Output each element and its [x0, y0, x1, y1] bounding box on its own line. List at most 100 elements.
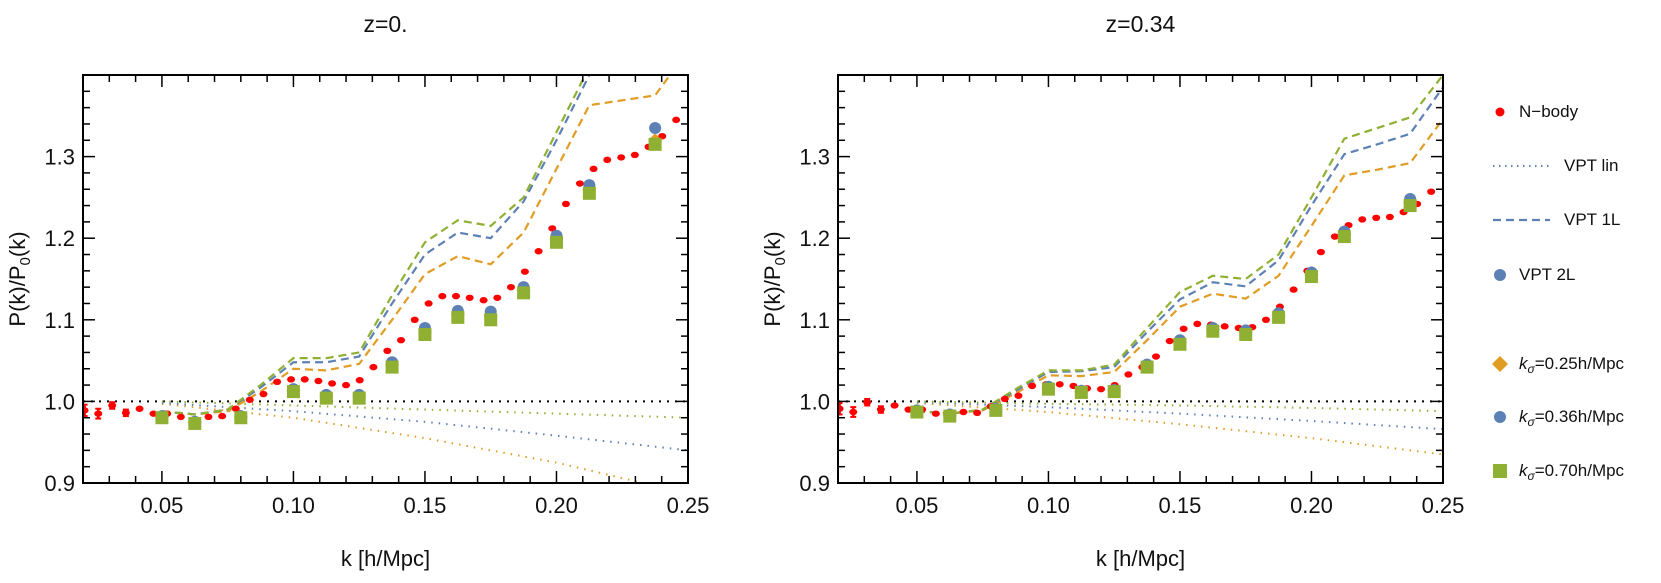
nbody-point	[479, 297, 488, 304]
chart-title: z=0.	[363, 11, 407, 37]
legend-label: kσ=0.36h/Mpc	[1519, 407, 1624, 429]
nbody-point	[83, 407, 89, 414]
y-tick-label: 1.2	[44, 226, 75, 251]
legend-label-value: =0.25h/Mpc	[1534, 354, 1625, 373]
legend-item-ksigma-070: kσ=0.70h/Mpc	[1488, 456, 1661, 486]
vpt-2l-ks070-point	[319, 391, 333, 405]
nbody-point	[273, 378, 282, 386]
legend-label-value: =0.70h/Mpc	[1534, 461, 1625, 480]
vpt-2l-ks070-point	[1041, 382, 1055, 396]
nbody-point	[672, 116, 681, 124]
legend-label-value: =0.36h/Mpc	[1534, 407, 1625, 426]
nbody-point	[218, 412, 227, 420]
x-tick-label: 0.05	[140, 493, 183, 518]
y-axis-label: P(k)/P0(k)	[760, 231, 789, 326]
nbody-point	[1220, 323, 1229, 330]
nbody-point	[890, 402, 899, 409]
nbody-point	[617, 154, 626, 161]
nbody-point	[121, 409, 130, 417]
legend-label: VPT 1L	[1564, 210, 1621, 229]
nbody-point	[838, 405, 844, 412]
vpt-1l-ks036-line	[161, 75, 591, 416]
vpt-1l-ks070-line	[916, 75, 1443, 415]
x-tick-label: 0.05	[895, 493, 938, 518]
blue-circle-icon	[1494, 411, 1506, 423]
nbody-point	[355, 376, 364, 384]
nbody-point	[287, 376, 296, 383]
vpt-2l-ks070-point	[1304, 270, 1318, 284]
nbody-point	[863, 399, 872, 406]
legend-label: VPT 2L	[1519, 265, 1576, 284]
nbody-point	[1427, 188, 1436, 195]
nbody-point	[451, 292, 460, 300]
vpt-2l-ks070-point	[234, 411, 248, 425]
vpt-lin-ks036-line	[161, 402, 688, 452]
x-tick-label: 0.15	[404, 493, 447, 518]
nbody-point	[520, 268, 529, 275]
nbody-point	[1330, 233, 1339, 240]
x-tick-label: 0.20	[1290, 493, 1333, 518]
nbody-point	[561, 200, 570, 208]
x-tick-label: 0.25	[667, 493, 710, 518]
vpt-2l-ks070-point	[1206, 324, 1220, 338]
legend-label: N−body	[1519, 102, 1579, 121]
x-tick-label: 0.10	[272, 493, 315, 518]
nbody-point	[342, 381, 351, 389]
nbody-point	[1193, 320, 1202, 328]
red-dot-icon	[1495, 107, 1505, 117]
vpt-2l-ks070-point	[1140, 360, 1154, 374]
nbody-point	[369, 363, 378, 371]
green-square-icon	[1493, 464, 1507, 478]
vpt-2l-ks070-point	[582, 186, 596, 200]
nbody-point	[176, 413, 185, 421]
vpt-2l-ks070-point	[155, 411, 169, 425]
nbody-point	[959, 408, 968, 416]
vpt-2l-ks070-point	[1107, 385, 1121, 399]
nbody-point	[410, 316, 419, 323]
nbody-point	[658, 133, 667, 140]
nbody-point	[314, 377, 323, 385]
vpt-2l-ks070-point	[1272, 310, 1286, 324]
x-tick-label: 0.20	[535, 493, 578, 518]
nbody-point	[94, 410, 103, 417]
k-symbol: k	[1519, 461, 1528, 480]
nbody-point	[1097, 385, 1106, 393]
nbody-point	[973, 409, 982, 417]
vpt-2l-ks070-point	[1239, 327, 1253, 341]
x-axis-label: k [h/Mpc]	[1096, 546, 1185, 571]
nbody-point	[575, 180, 584, 187]
vpt-2l-ks036-point	[649, 122, 662, 135]
x-tick-label: 0.25	[1422, 493, 1465, 518]
x-tick-label: 0.15	[1159, 493, 1202, 518]
nbody-point	[589, 165, 598, 173]
legend-label: VPT lin	[1564, 156, 1619, 175]
x-axis-label: k [h/Mpc]	[341, 546, 430, 571]
vpt-2l-ks070-point	[517, 286, 531, 300]
vpt-2l-ks070-point	[1403, 199, 1417, 213]
nbody-point	[438, 292, 447, 300]
nbody-point	[300, 376, 309, 383]
nbody-point	[1316, 248, 1325, 256]
nbody-point	[328, 380, 337, 387]
nbody-point	[603, 156, 612, 164]
legend-label: kσ=0.25h/Mpc	[1519, 354, 1624, 376]
legend-item-nbody: N−body	[1488, 97, 1661, 127]
panel-z0: z=0. k [h/Mpc] P(k)/P0(k) 0.05 0.10 0.15 0.20 0…	[5, 11, 710, 571]
y-tick-label: 1.1	[799, 308, 830, 333]
y-tick-label: 1.2	[799, 226, 830, 251]
sigma-subscript: σ	[1527, 469, 1535, 483]
nbody-point	[1385, 213, 1394, 221]
sigma-subscript: σ	[1527, 362, 1535, 376]
nbody-point	[1124, 371, 1133, 378]
nbody-point	[108, 402, 117, 409]
vpt-2l-ks070-point	[484, 313, 498, 327]
sigma-subscript: σ	[1527, 415, 1535, 429]
vpt-2l-ks070-point	[910, 405, 924, 419]
nbody-point	[493, 294, 502, 301]
vpt-2l-ks070-point	[385, 360, 399, 374]
x-tick-label: 0.10	[1027, 493, 1070, 518]
plot-area	[838, 75, 1443, 456]
vpt-2l-ks070-point	[286, 385, 300, 399]
vpt-lin-ks070-line	[916, 400, 1443, 413]
